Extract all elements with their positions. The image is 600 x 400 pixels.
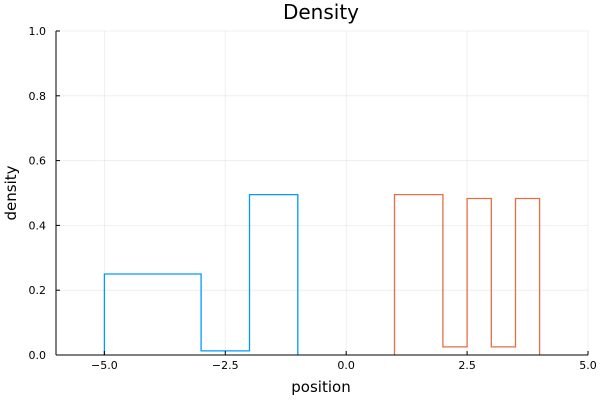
x-tick-label: 0.0: [337, 359, 355, 372]
series-layer: [103, 193, 541, 355]
y-tick-label: 1.0: [29, 25, 47, 38]
y-tick-label: 0.2: [29, 284, 47, 297]
y-tick-label: 0.8: [29, 90, 47, 103]
x-tick-label: 5.0: [579, 359, 597, 372]
histogram-series-2: [393, 193, 541, 355]
tick-labels: −5.0 −2.5 0.0 2.5 5.0 0.0 0.2 0.4 0.6 0.8 1.0: [29, 25, 597, 372]
grid: [56, 30, 589, 356]
axes: [55, 30, 589, 356]
y-axis-label: density: [2, 165, 20, 220]
chart-title: Density: [283, 0, 359, 24]
y-tick-label: 0.4: [29, 219, 47, 232]
x-tick-label: −5.0: [91, 359, 118, 372]
y-tick-label: 0.0: [29, 349, 47, 362]
x-axis-label: position: [291, 378, 350, 396]
x-tick-label: 2.5: [458, 359, 476, 372]
x-tick-label: −2.5: [212, 359, 239, 372]
histogram-series-1: [103, 193, 299, 355]
y-tick-label: 0.6: [29, 155, 47, 168]
